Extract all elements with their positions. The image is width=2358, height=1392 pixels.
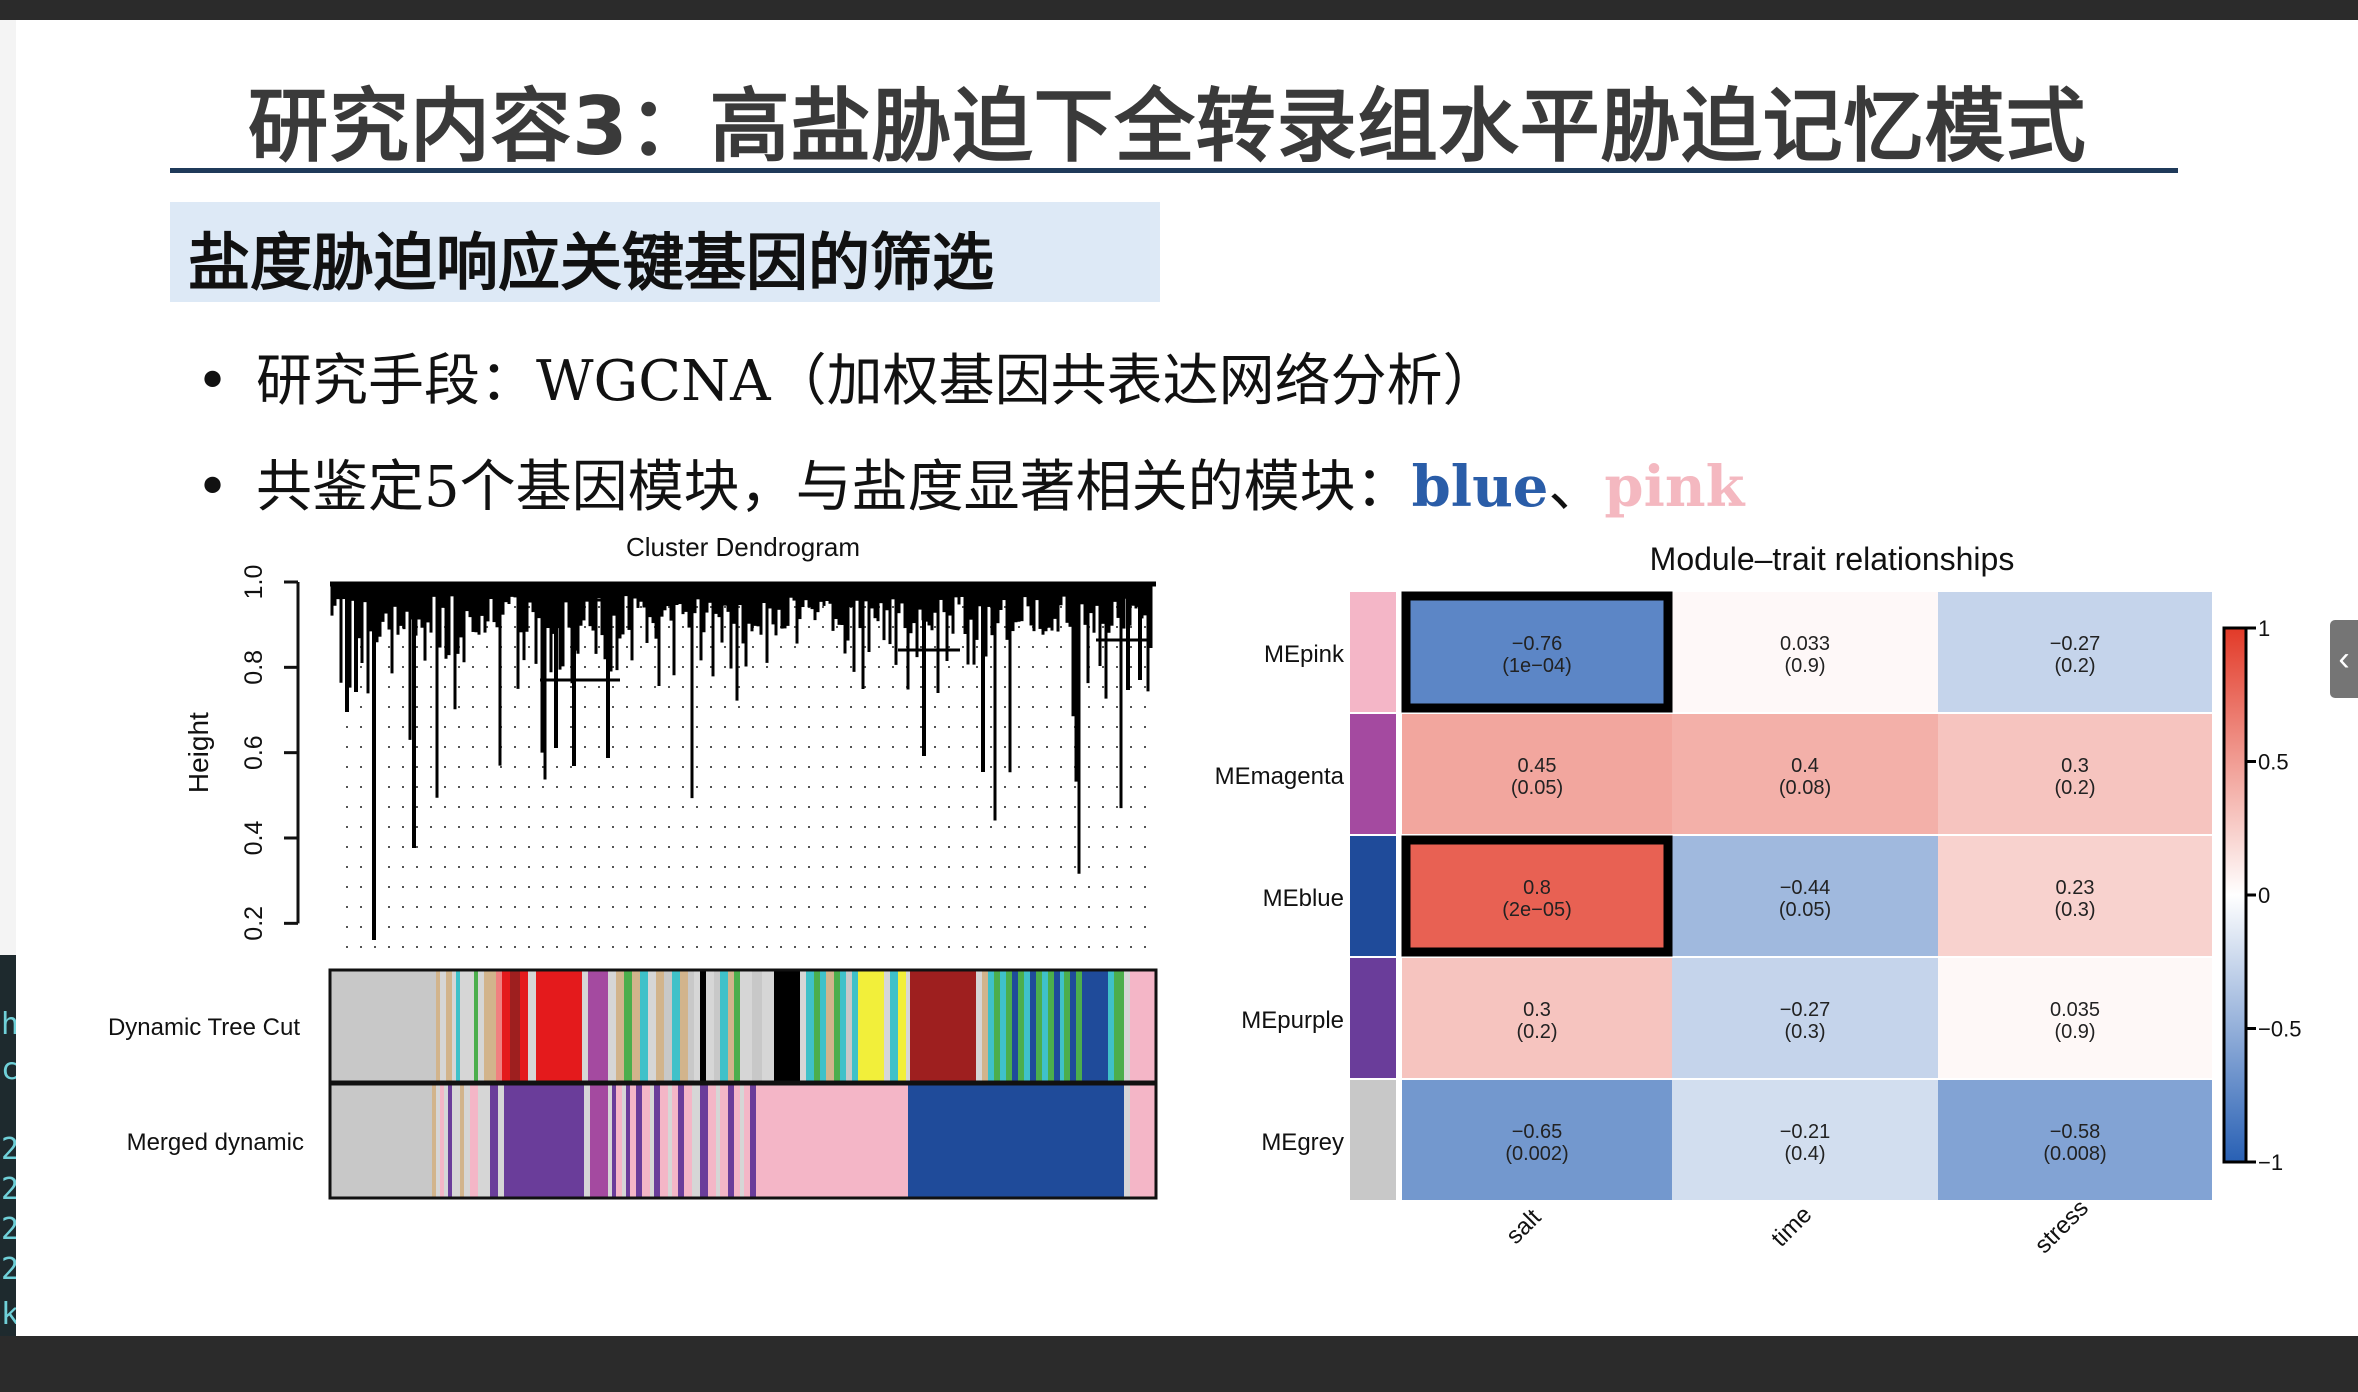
terminal-char: c [1,1052,20,1087]
window-top-bar [0,0,2358,20]
terminal-char: 2 [1,1132,20,1167]
bullet-dot: • [196,349,230,414]
terminal-char: k [1,1297,20,1332]
title-underline [170,168,2178,173]
pink-module-word: pink [1604,454,1745,520]
bullet-method-text: 研究手段：WGCNA（加权基因共表达网络分析） [256,349,1499,414]
bullet-modules-text: 共鉴定5个基因模块，与盐度显著相关的模块： [256,455,1412,520]
bullet-modules: • 共鉴定5个基因模块，与盐度显著相关的模块：blue、pink [196,442,1744,523]
section-heading: 盐度胁迫响应关键基因的筛选 [188,226,995,299]
bullet-dot: • [196,455,230,520]
bullet-method: • 研究手段：WGCNA（加权基因共表达网络分析） [196,336,1499,417]
terminal-char: 2 [1,1172,20,1207]
chevron-left-icon: ‹ [2338,640,2350,678]
window-bottom-bar [0,1336,2358,1392]
side-panel-toggle[interactable]: ‹ [2330,620,2358,698]
blue-module-word: blue [1411,454,1549,520]
terminal-char: 2 [1,1252,20,1287]
terminal-char: 2 [1,1212,20,1247]
terminal-char: h [1,1007,20,1042]
word-separator: 、 [1548,455,1605,520]
section-heading-box: 盐度胁迫响应关键基因的筛选 [170,202,1160,302]
slide-title: 研究内容3：高盐胁迫下全转录组水平胁迫记忆模式 [248,80,2087,173]
